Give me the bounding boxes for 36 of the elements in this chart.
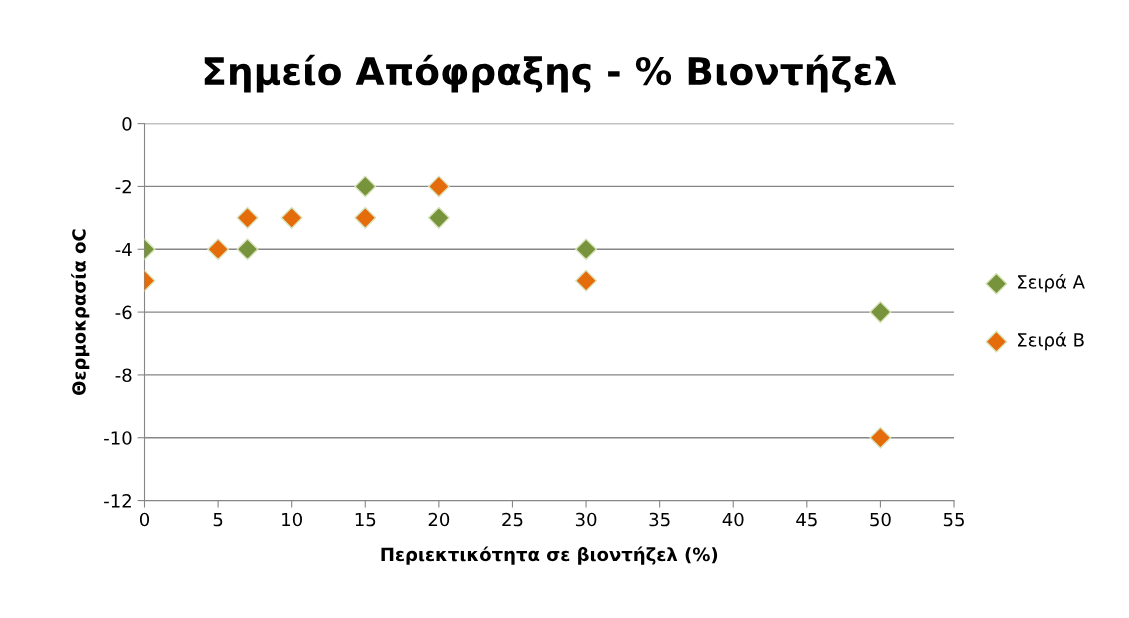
y-tick-label: -4: [115, 242, 132, 257]
point: [236, 238, 259, 261]
x-tick-label: 0: [139, 512, 150, 527]
x-tick-label: 45: [796, 512, 817, 527]
x-tick-label: 55: [943, 512, 964, 527]
y-tick-label: -12: [104, 494, 131, 508]
point: [207, 238, 230, 261]
x-tick-label: 20: [428, 512, 450, 527]
y-tick-label: -10: [104, 431, 132, 445]
y-tick-label: 0: [122, 117, 132, 131]
point: [869, 301, 892, 324]
x-tick-label: 50: [870, 512, 891, 527]
chart-title: Σημείο Απόφραξης - % Βιοντήζελ: [204, 54, 897, 93]
x-tick-label: 5: [213, 512, 223, 527]
point: [236, 206, 259, 229]
x-tick-label: 25: [502, 512, 523, 527]
legend-label: Σειρά B: [1018, 331, 1084, 351]
y-tick-label: -2: [115, 179, 131, 194]
point: [575, 269, 598, 292]
point: [354, 175, 377, 198]
x-axis-title: Περιεκτικότητα σε βιοντήζελ (%): [381, 546, 718, 565]
y-axis-title: Θερμοκρασία oC: [71, 229, 90, 395]
point: [280, 206, 303, 229]
legend-label: Σειρά A: [1018, 274, 1085, 293]
point: [427, 206, 450, 229]
x-tick-label: 40: [722, 512, 744, 527]
y-tick-label: -8: [115, 368, 132, 383]
point: [575, 238, 598, 261]
x-tick-label: 35: [649, 512, 670, 527]
x-tick-label: 15: [355, 512, 376, 527]
point: [354, 206, 377, 229]
y-tick-label: -6: [115, 305, 132, 320]
x-tick-label: 10: [282, 512, 302, 527]
x-tick-label: 30: [575, 512, 597, 527]
point: [427, 175, 450, 198]
point: [869, 426, 892, 449]
